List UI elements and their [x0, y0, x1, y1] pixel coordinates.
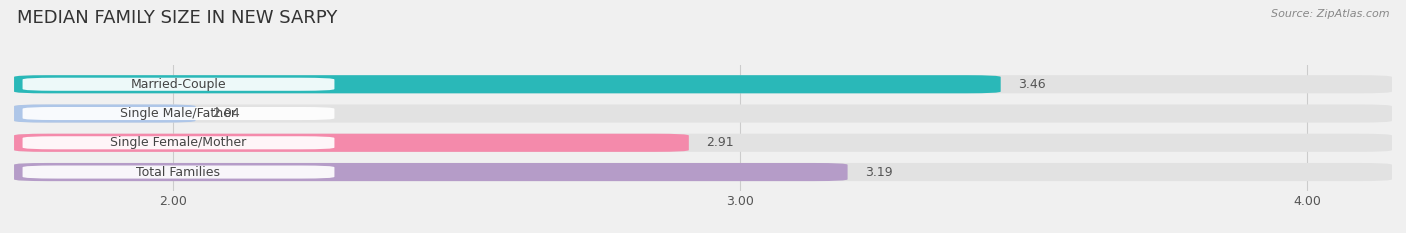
- Text: Total Families: Total Families: [136, 165, 221, 178]
- Text: Source: ZipAtlas.com: Source: ZipAtlas.com: [1271, 9, 1389, 19]
- FancyBboxPatch shape: [14, 104, 1392, 123]
- FancyBboxPatch shape: [22, 107, 335, 120]
- Text: MEDIAN FAMILY SIZE IN NEW SARPY: MEDIAN FAMILY SIZE IN NEW SARPY: [17, 9, 337, 27]
- FancyBboxPatch shape: [14, 134, 689, 152]
- Text: 3.19: 3.19: [865, 165, 893, 178]
- FancyBboxPatch shape: [14, 163, 1392, 181]
- FancyBboxPatch shape: [14, 163, 848, 181]
- FancyBboxPatch shape: [14, 104, 195, 123]
- FancyBboxPatch shape: [14, 75, 1392, 93]
- Text: Married-Couple: Married-Couple: [131, 78, 226, 91]
- Text: Single Male/Father: Single Male/Father: [121, 107, 236, 120]
- Text: Single Female/Mother: Single Female/Mother: [111, 136, 246, 149]
- Text: 2.91: 2.91: [706, 136, 734, 149]
- FancyBboxPatch shape: [22, 78, 335, 91]
- FancyBboxPatch shape: [14, 75, 1001, 93]
- FancyBboxPatch shape: [22, 165, 335, 178]
- FancyBboxPatch shape: [14, 134, 1392, 152]
- Text: 3.46: 3.46: [1018, 78, 1045, 91]
- Text: 2.04: 2.04: [212, 107, 240, 120]
- FancyBboxPatch shape: [22, 136, 335, 149]
